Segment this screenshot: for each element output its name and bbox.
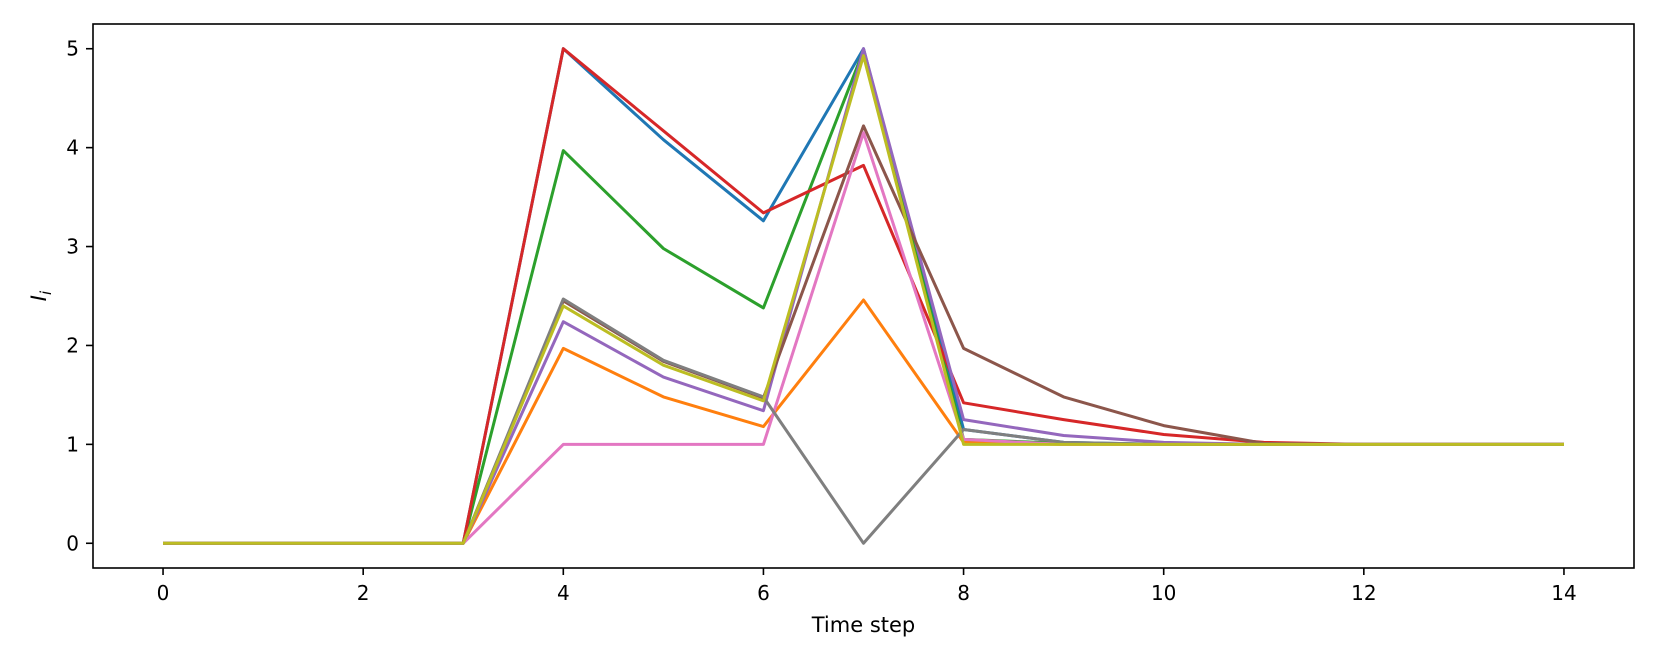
plot-frame — [92, 23, 1635, 569]
y-tick-label: 4 — [66, 136, 79, 160]
y-axis: 0 1 2 3 4 5 — [66, 37, 93, 555]
x-tick-label: 0 — [157, 581, 170, 605]
x-tick-label: 8 — [957, 581, 970, 605]
x-axis: 0 2 4 6 8 10 12 14 — [157, 568, 1577, 605]
x-tick-label: 6 — [757, 581, 770, 605]
y-tick-label: 2 — [66, 333, 79, 357]
series-line-9 — [163, 54, 1564, 545]
x-tick-label: 4 — [557, 581, 570, 605]
x-tick-label: 12 — [1351, 581, 1376, 605]
x-axis-label: Time step — [811, 613, 916, 637]
series-layer — [163, 47, 1564, 545]
x-tick-label: 2 — [357, 581, 370, 605]
x-tick-label: 14 — [1551, 581, 1576, 605]
y-tick-label: 0 — [66, 531, 79, 555]
y-tick-label: 5 — [66, 37, 79, 61]
y-axis-label-main: I — [27, 295, 51, 301]
y-tick-label: 1 — [66, 432, 79, 456]
y-axis-label-subscript: i — [37, 290, 55, 295]
y-tick-label: 3 — [66, 235, 79, 259]
y-axis-label: Ii — [27, 290, 55, 301]
x-tick-label: 10 — [1151, 581, 1176, 605]
